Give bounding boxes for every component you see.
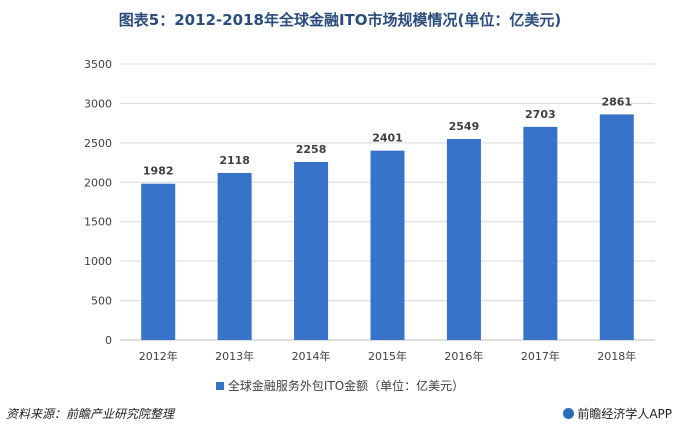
x-tick-label: 2012年	[139, 349, 178, 363]
x-tick-label: 2015年	[368, 349, 407, 363]
data-label: 2401	[372, 132, 403, 145]
x-tick-label: 2018年	[597, 349, 636, 363]
y-tick-label: 3500	[84, 58, 112, 71]
bar	[294, 161, 329, 340]
data-label: 2861	[601, 95, 632, 108]
x-tick-label: 2014年	[292, 349, 331, 363]
credit-text: 前瞻经济学人APP	[577, 407, 672, 421]
chart-title: 图表5：2012-2018年全球金融ITO市场规模情况(单位：亿美元)	[118, 11, 562, 29]
legend-label: 全球金融服务外包ITO金额（单位：亿美元）	[227, 379, 465, 393]
y-tick-label: 3000	[84, 97, 112, 110]
bar	[446, 138, 481, 340]
bar	[217, 172, 252, 340]
y-tick-label: 2000	[84, 176, 112, 189]
legend-swatch	[215, 382, 224, 390]
credit-note: 前瞻经济学人APP	[563, 405, 672, 422]
y-tick-label: 1500	[84, 216, 112, 229]
bar	[370, 150, 405, 340]
x-tick-label: 2013年	[215, 349, 254, 363]
data-label: 1982	[143, 165, 174, 178]
data-label: 2258	[296, 143, 327, 156]
data-label: 2703	[525, 108, 556, 121]
app-logo-icon	[563, 408, 575, 419]
x-tick-label: 2017年	[521, 349, 560, 363]
data-label: 2118	[219, 154, 250, 167]
x-tick-label: 2016年	[444, 349, 483, 363]
y-tick-label: 1000	[84, 255, 112, 268]
y-tick-label: 2500	[84, 137, 112, 150]
bar	[523, 126, 558, 340]
source-note: 资料来源：前瞻产业研究院整理	[6, 407, 175, 421]
bar	[141, 183, 176, 340]
chart-legend: 全球金融服务外包ITO金额（单位：亿美元）	[0, 377, 680, 394]
y-tick-label: 0	[105, 334, 112, 347]
y-tick-label: 500	[91, 295, 112, 308]
bar	[599, 114, 634, 341]
data-label: 2549	[449, 120, 480, 133]
